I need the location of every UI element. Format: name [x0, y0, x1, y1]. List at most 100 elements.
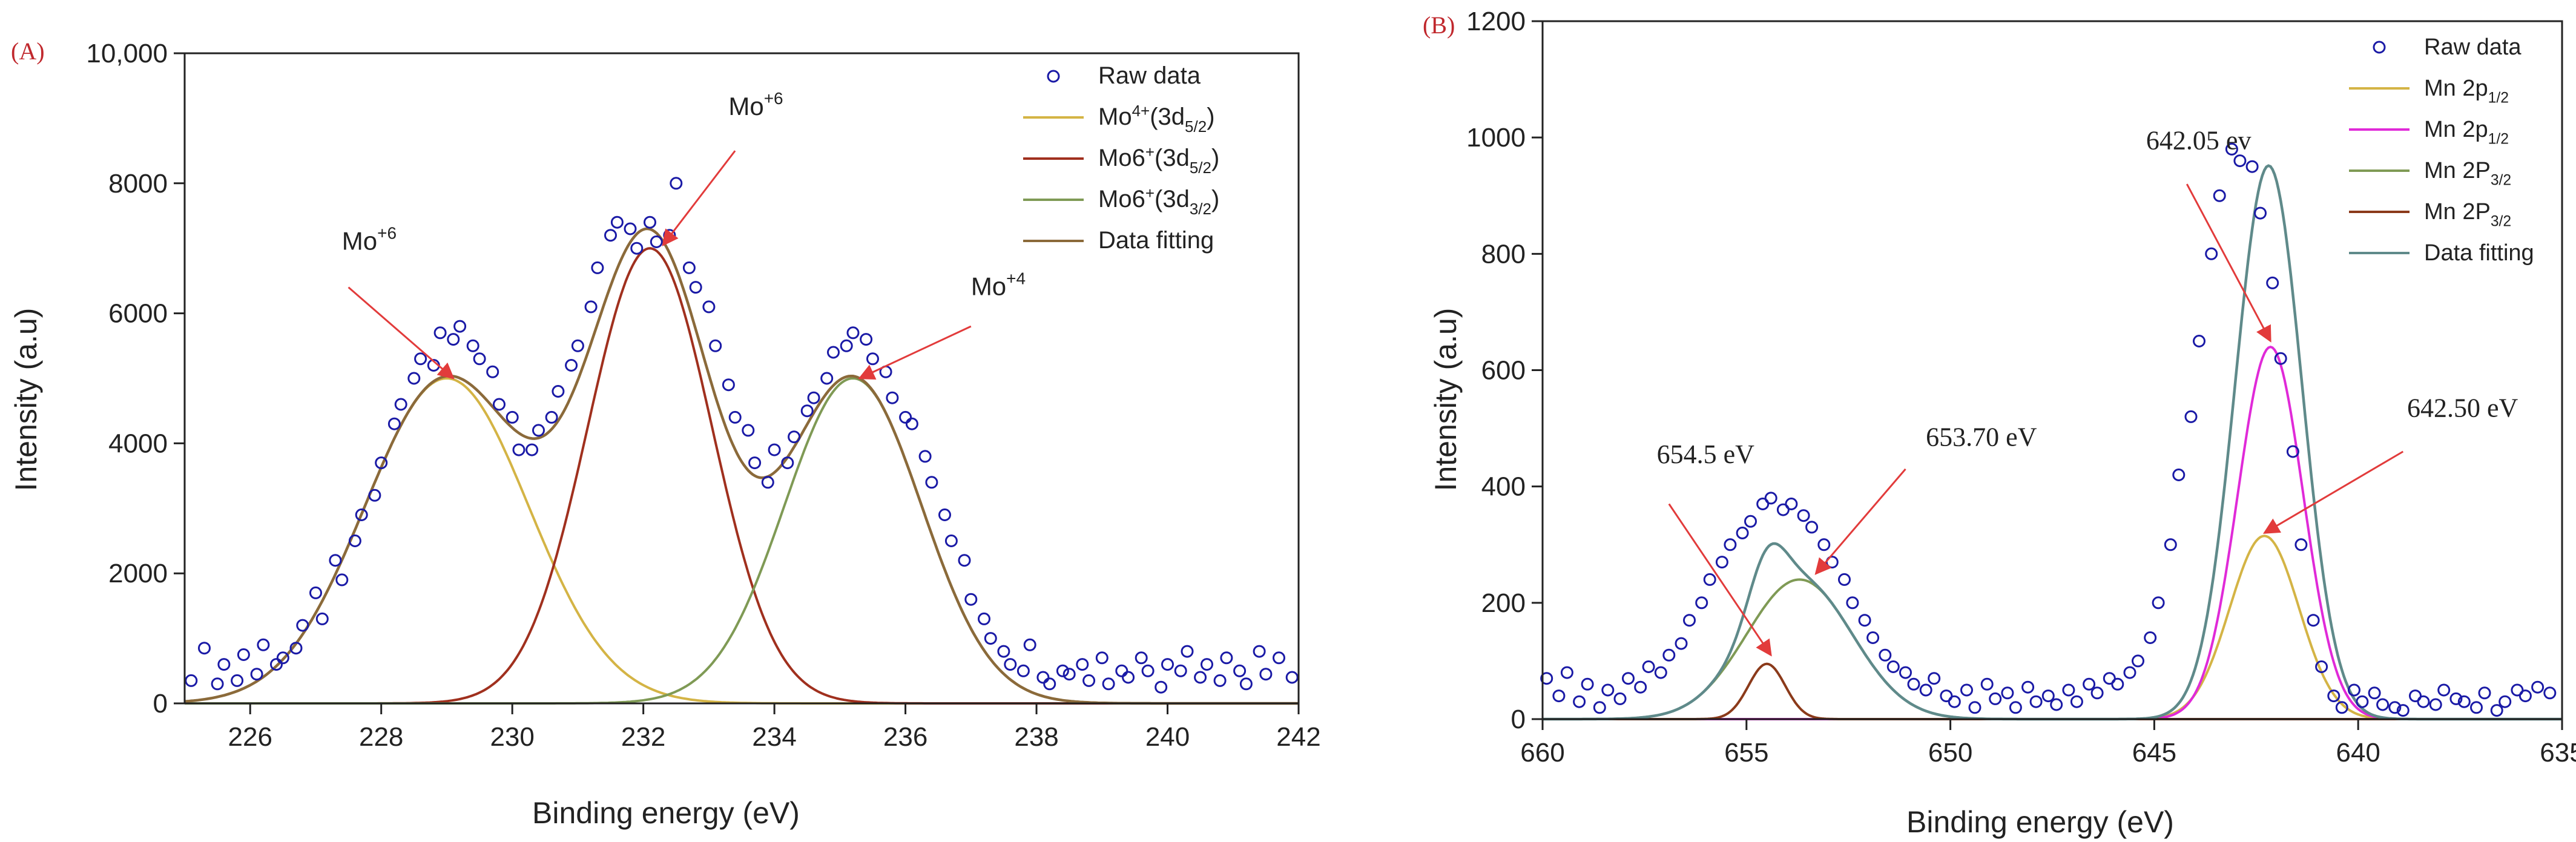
b-raw-data-point	[1886, 660, 1900, 673]
b-raw-data-point	[1797, 509, 1810, 522]
a-raw-data-point	[493, 398, 506, 411]
a-raw-data-point	[722, 378, 735, 392]
panel-b-chart: (B) 660 655 650 645 640 635 0 200 400 600 800 1000 1…	[1423, 7, 2576, 839]
a-annotation-label-3: Mo+4	[971, 269, 1026, 301]
panel-b-legend: Raw data Mn 2p1/2 Mn 2p1/2 Mn 2P3/2 Mn 2P3/2…	[2349, 35, 2534, 266]
b-raw-data-point	[1613, 692, 1627, 705]
b-raw-data-point	[1764, 492, 1777, 505]
a-raw-data-point	[827, 346, 840, 359]
panel-a-annotations: Mo+6 Mo+6 Mo+4	[342, 89, 1026, 380]
a-raw-data-point	[761, 476, 774, 489]
a-raw-data-point	[1155, 680, 1168, 694]
a-raw-data-point	[866, 352, 879, 366]
panel-a-x-axis-title: Binding energy (eV)	[532, 796, 800, 830]
b-legend-label: Mn 2p1/2	[2424, 117, 2509, 147]
b-raw-data-point	[2132, 654, 2144, 668]
a-raw-data-point	[768, 443, 781, 456]
panel-b-label: (B)	[1423, 12, 1455, 39]
panel-b-annotations: 642.05 ev 642.50 eV 654.5 eV 653.70 eV	[1657, 125, 2518, 657]
a-raw-data-point	[624, 222, 637, 235]
b-raw-data-point	[1581, 677, 1594, 691]
a-legend-label: Mo6+(3d5/2)	[1098, 143, 1219, 177]
a-raw-data-point	[368, 488, 381, 502]
b-y-tick-label: 600	[1481, 356, 1526, 386]
b-legend-label: Data fitting	[2424, 240, 2534, 266]
b-raw-data-point	[2429, 698, 2442, 711]
a-raw-data-point	[702, 300, 716, 314]
b-raw-data-point	[1715, 556, 1728, 569]
b-raw-data-point	[1838, 573, 1851, 586]
b-annotation-label-1: 642.05 ev	[2146, 125, 2252, 155]
a-raw-data-point	[1161, 658, 1174, 671]
b-legend-marker	[2373, 41, 2386, 54]
a-x-tick-label: 238	[1014, 722, 1058, 752]
a-y-tick-label: 10,000	[86, 39, 168, 68]
a-raw-data-point	[1141, 664, 1155, 677]
b-y-tick-label: 1000	[1466, 123, 1526, 153]
b-raw-data-point	[2348, 683, 2360, 697]
b-raw-data-point	[2062, 683, 2075, 697]
a-raw-data-point	[1135, 651, 1148, 665]
a-raw-data-point	[231, 674, 244, 687]
a-raw-data-point	[650, 235, 663, 248]
b-annotation-label-2: 642.50 eV	[2407, 393, 2518, 423]
a-annotation-label-1: Mo+6	[342, 223, 397, 255]
b-raw-data-point	[2437, 683, 2451, 697]
b-legend-label: Raw data	[2424, 35, 2522, 60]
b-raw-data-point	[1756, 498, 1770, 510]
b-raw-data-point	[2409, 689, 2422, 703]
b-raw-data-point	[1560, 666, 1573, 679]
a-raw-data-point	[860, 333, 873, 346]
b-raw-data-point	[2103, 672, 2116, 685]
b-raw-data-point	[2396, 704, 2410, 717]
a-raw-data-point	[453, 320, 467, 333]
a-raw-data-point	[309, 586, 322, 599]
b-raw-data-point	[2543, 686, 2557, 700]
a-raw-data-point	[1102, 677, 1115, 691]
a-annotation-arrow-3	[858, 325, 972, 380]
b-raw-data-point	[1960, 683, 1973, 697]
a-raw-data-point	[512, 443, 525, 456]
b-y-tick-label: 0	[1511, 705, 1526, 734]
b-raw-data-point	[1928, 672, 1941, 685]
a-raw-data-point	[1273, 651, 1285, 665]
b-raw-data-point	[1899, 666, 1912, 679]
a-raw-data-point	[571, 339, 584, 352]
a-raw-data-point	[964, 593, 978, 606]
a-raw-data-point	[918, 450, 932, 463]
panel-a-chart: (A) 226 228 230 232 234 236 238 240 242 0 2000 4000…	[9, 38, 1321, 830]
a-y-tick-label: 2000	[108, 559, 168, 588]
b-raw-data-point	[2090, 686, 2104, 700]
b-raw-data-point	[2144, 631, 2157, 644]
a-legend-label: Mo4+(3d5/2)	[1098, 102, 1215, 136]
b-raw-data-point	[2213, 189, 2226, 202]
a-y-tick-label: 8000	[108, 169, 168, 199]
b-y-tick-label: 1200	[1466, 7, 1526, 36]
a-raw-data-point	[289, 642, 303, 655]
b-raw-data-point	[1805, 521, 1819, 534]
b-raw-data-point	[1817, 538, 1831, 551]
b-raw-data-point	[1907, 677, 1920, 691]
a-raw-data-point	[473, 352, 486, 366]
b-annotation-label-3: 654.5 eV	[1657, 439, 1755, 469]
a-x-tick-label: 230	[490, 722, 534, 752]
b-raw-data-point	[2111, 677, 2124, 691]
panel-a-label: (A)	[11, 38, 45, 65]
a-raw-data-point	[1115, 664, 1128, 677]
a-x-tick-label: 242	[1276, 722, 1320, 752]
b-raw-data-point	[2478, 686, 2491, 700]
b-legend-label: Mn 2P3/2	[2424, 199, 2511, 229]
a-raw-data-point	[276, 651, 289, 665]
a-raw-data-point	[591, 261, 604, 274]
b-raw-data-point	[1662, 648, 1676, 662]
a-raw-data-point	[211, 677, 224, 691]
a-raw-data-point	[198, 642, 211, 655]
a-raw-data-point	[997, 645, 1010, 658]
a-x-tick-label: 234	[752, 722, 796, 752]
a-legend-label: Raw data	[1098, 62, 1201, 89]
b-legend-label: Mn 2P3/2	[2424, 158, 2511, 188]
a-raw-data-point	[506, 410, 519, 424]
a-raw-data-point	[1016, 664, 1030, 677]
b-raw-data-point	[1980, 677, 1994, 691]
b-raw-data-point	[1940, 689, 1953, 703]
